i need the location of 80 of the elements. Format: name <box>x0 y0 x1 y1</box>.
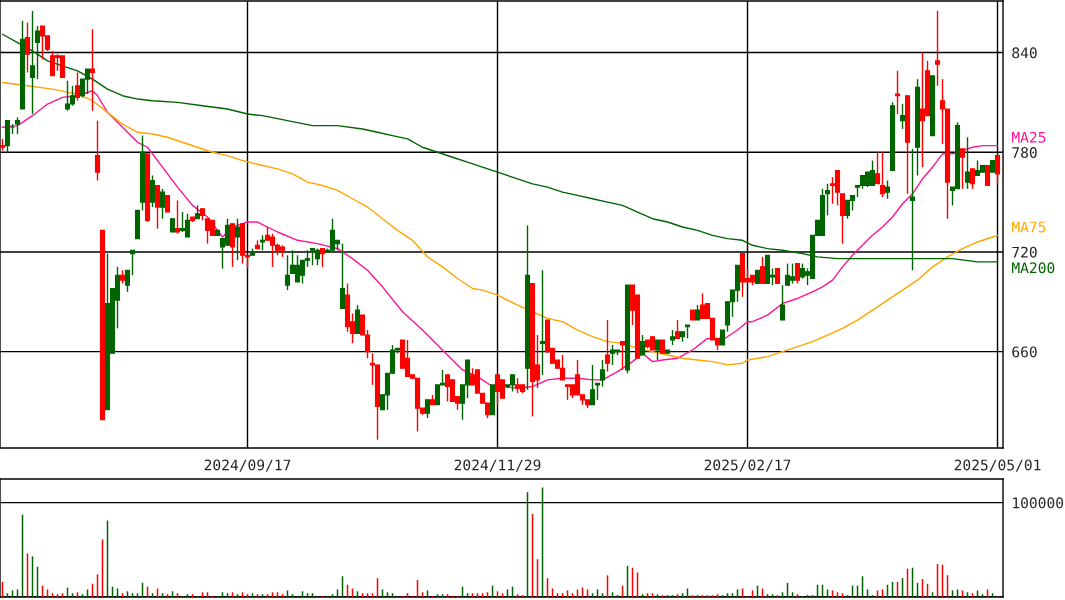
candlestick <box>404 339 411 378</box>
candlestick <box>69 85 76 107</box>
candlestick <box>874 151 881 185</box>
candlestick <box>779 284 786 321</box>
candlestick <box>839 193 846 245</box>
candlestick <box>879 151 886 198</box>
candlestick <box>339 242 346 310</box>
candlestick <box>969 168 976 190</box>
y-tick-label: 660 <box>1012 346 1037 358</box>
candlestick <box>444 374 451 403</box>
candlestick <box>919 51 926 168</box>
candlestick <box>619 340 626 371</box>
candlestick <box>174 199 181 235</box>
candlestick <box>784 262 791 286</box>
candlestick <box>494 374 501 406</box>
candlestick <box>994 154 1001 185</box>
candlestick <box>794 262 801 285</box>
candlestick <box>539 269 546 376</box>
candlestick <box>574 359 581 396</box>
candlestick <box>294 254 301 283</box>
candlestick <box>329 218 336 251</box>
candlestick <box>184 213 191 238</box>
candlestick <box>424 399 431 419</box>
y-tick-label: 720 <box>1012 246 1037 258</box>
candlestick <box>94 119 101 182</box>
candlestick <box>84 68 91 95</box>
candlestick <box>284 254 291 291</box>
y-tick-label: 780 <box>1012 146 1037 159</box>
candlestick <box>604 319 611 373</box>
candlestick <box>49 50 56 77</box>
x-tick-label: 2024/09/17 <box>204 459 291 472</box>
candlestick <box>639 334 646 356</box>
series-label: MA75 <box>1011 221 1046 233</box>
candlestick <box>959 148 966 190</box>
candlestick <box>934 10 941 87</box>
candlestick <box>899 103 906 130</box>
candlestick <box>229 222 236 268</box>
candlestick <box>894 70 901 115</box>
candlestick <box>89 28 96 112</box>
candlestick <box>674 319 681 340</box>
candlestick <box>559 354 566 381</box>
y-tick-label: 100000 <box>1013 497 1064 509</box>
candlestick <box>204 218 211 245</box>
candlestick <box>869 159 876 187</box>
candlestick <box>39 25 46 60</box>
candlestick <box>759 256 766 285</box>
candlestick <box>884 179 891 200</box>
candlestick <box>269 232 276 268</box>
candlestick <box>964 136 971 190</box>
series-label: MA200 <box>1011 262 1055 274</box>
candlestick <box>59 55 66 79</box>
candlestick <box>224 218 231 246</box>
candlestick <box>844 199 851 220</box>
candlestick <box>74 71 81 102</box>
candlestick <box>154 184 161 230</box>
candlestick <box>234 218 241 261</box>
candlestick <box>699 292 706 320</box>
candlestick <box>24 21 31 74</box>
candlestick <box>124 269 131 293</box>
candlestick <box>789 262 796 285</box>
y-tick-label: 840 <box>1012 47 1037 59</box>
candlestick <box>609 344 616 366</box>
candlestick <box>64 80 71 112</box>
candlestick <box>654 339 661 361</box>
candlestick <box>129 249 136 276</box>
candlestick <box>834 169 841 207</box>
series-label: MA25 <box>1011 131 1046 143</box>
candlestick <box>434 384 441 406</box>
candlestick <box>824 183 831 217</box>
candlestick <box>149 174 156 208</box>
candlestick <box>599 359 606 388</box>
x-tick-label: 2025/02/17 <box>704 459 791 472</box>
candlestick <box>319 247 326 268</box>
candlestick <box>984 164 991 187</box>
candlestick <box>159 188 166 220</box>
x-tick-label: 2025/05/01 <box>954 459 1041 472</box>
x-tick-label: 2024/11/29 <box>454 459 541 472</box>
candlestick <box>299 259 306 285</box>
candlestick <box>354 304 361 335</box>
candlestick <box>589 364 596 406</box>
